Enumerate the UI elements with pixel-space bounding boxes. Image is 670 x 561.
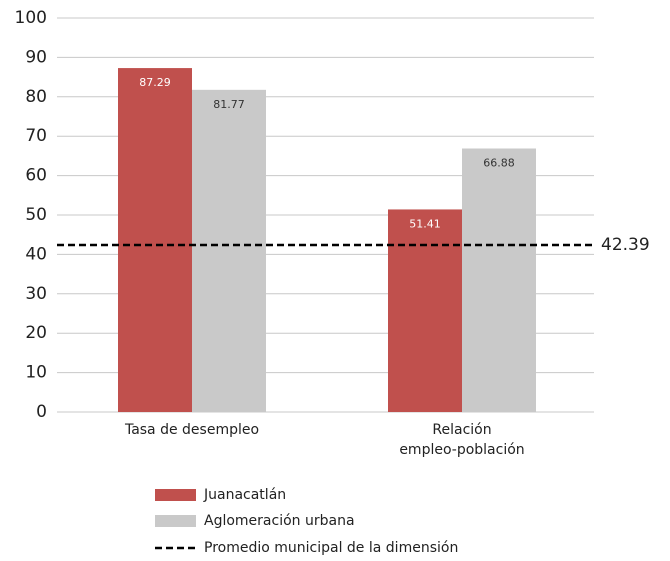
y-tick-label: 60 (25, 166, 47, 186)
legend-label: Aglomeración urbana (204, 513, 355, 529)
value-label: 81.77 (213, 98, 245, 111)
y-tick-label: 100 (15, 8, 47, 28)
legend-label: Juanacatlán (203, 487, 286, 503)
legend-swatch (155, 489, 196, 501)
reference-label: 42.39 (601, 235, 650, 255)
x-tick-label: Relación empleo-población (399, 422, 524, 458)
y-tick-label: 20 (25, 323, 47, 343)
value-label: 51.41 (409, 217, 441, 230)
x-tick-label-line: Tasa de desempleo (124, 422, 259, 438)
bar (462, 148, 536, 412)
y-tick-label: 90 (25, 47, 47, 67)
x-tick-label-line: empleo-población (399, 442, 524, 458)
y-tick-label: 0 (36, 402, 47, 422)
x-tick-label: Tasa de desempleo (124, 422, 259, 438)
y-tick-label: 80 (25, 87, 47, 107)
legend-label: Promedio municipal de la dimensión (204, 540, 458, 556)
y-tick-label: 70 (25, 126, 47, 146)
bar (388, 209, 462, 412)
value-label: 87.29 (139, 76, 171, 89)
legend-swatch (155, 515, 196, 527)
y-tick-label: 40 (25, 244, 47, 264)
y-tick-label: 50 (25, 205, 47, 225)
y-tick-label: 30 (25, 284, 47, 304)
value-label: 66.88 (483, 156, 515, 169)
y-tick-label: 10 (25, 363, 47, 383)
x-tick-label-line: Relación (432, 422, 491, 438)
bar (192, 89, 266, 412)
bar (118, 68, 192, 413)
